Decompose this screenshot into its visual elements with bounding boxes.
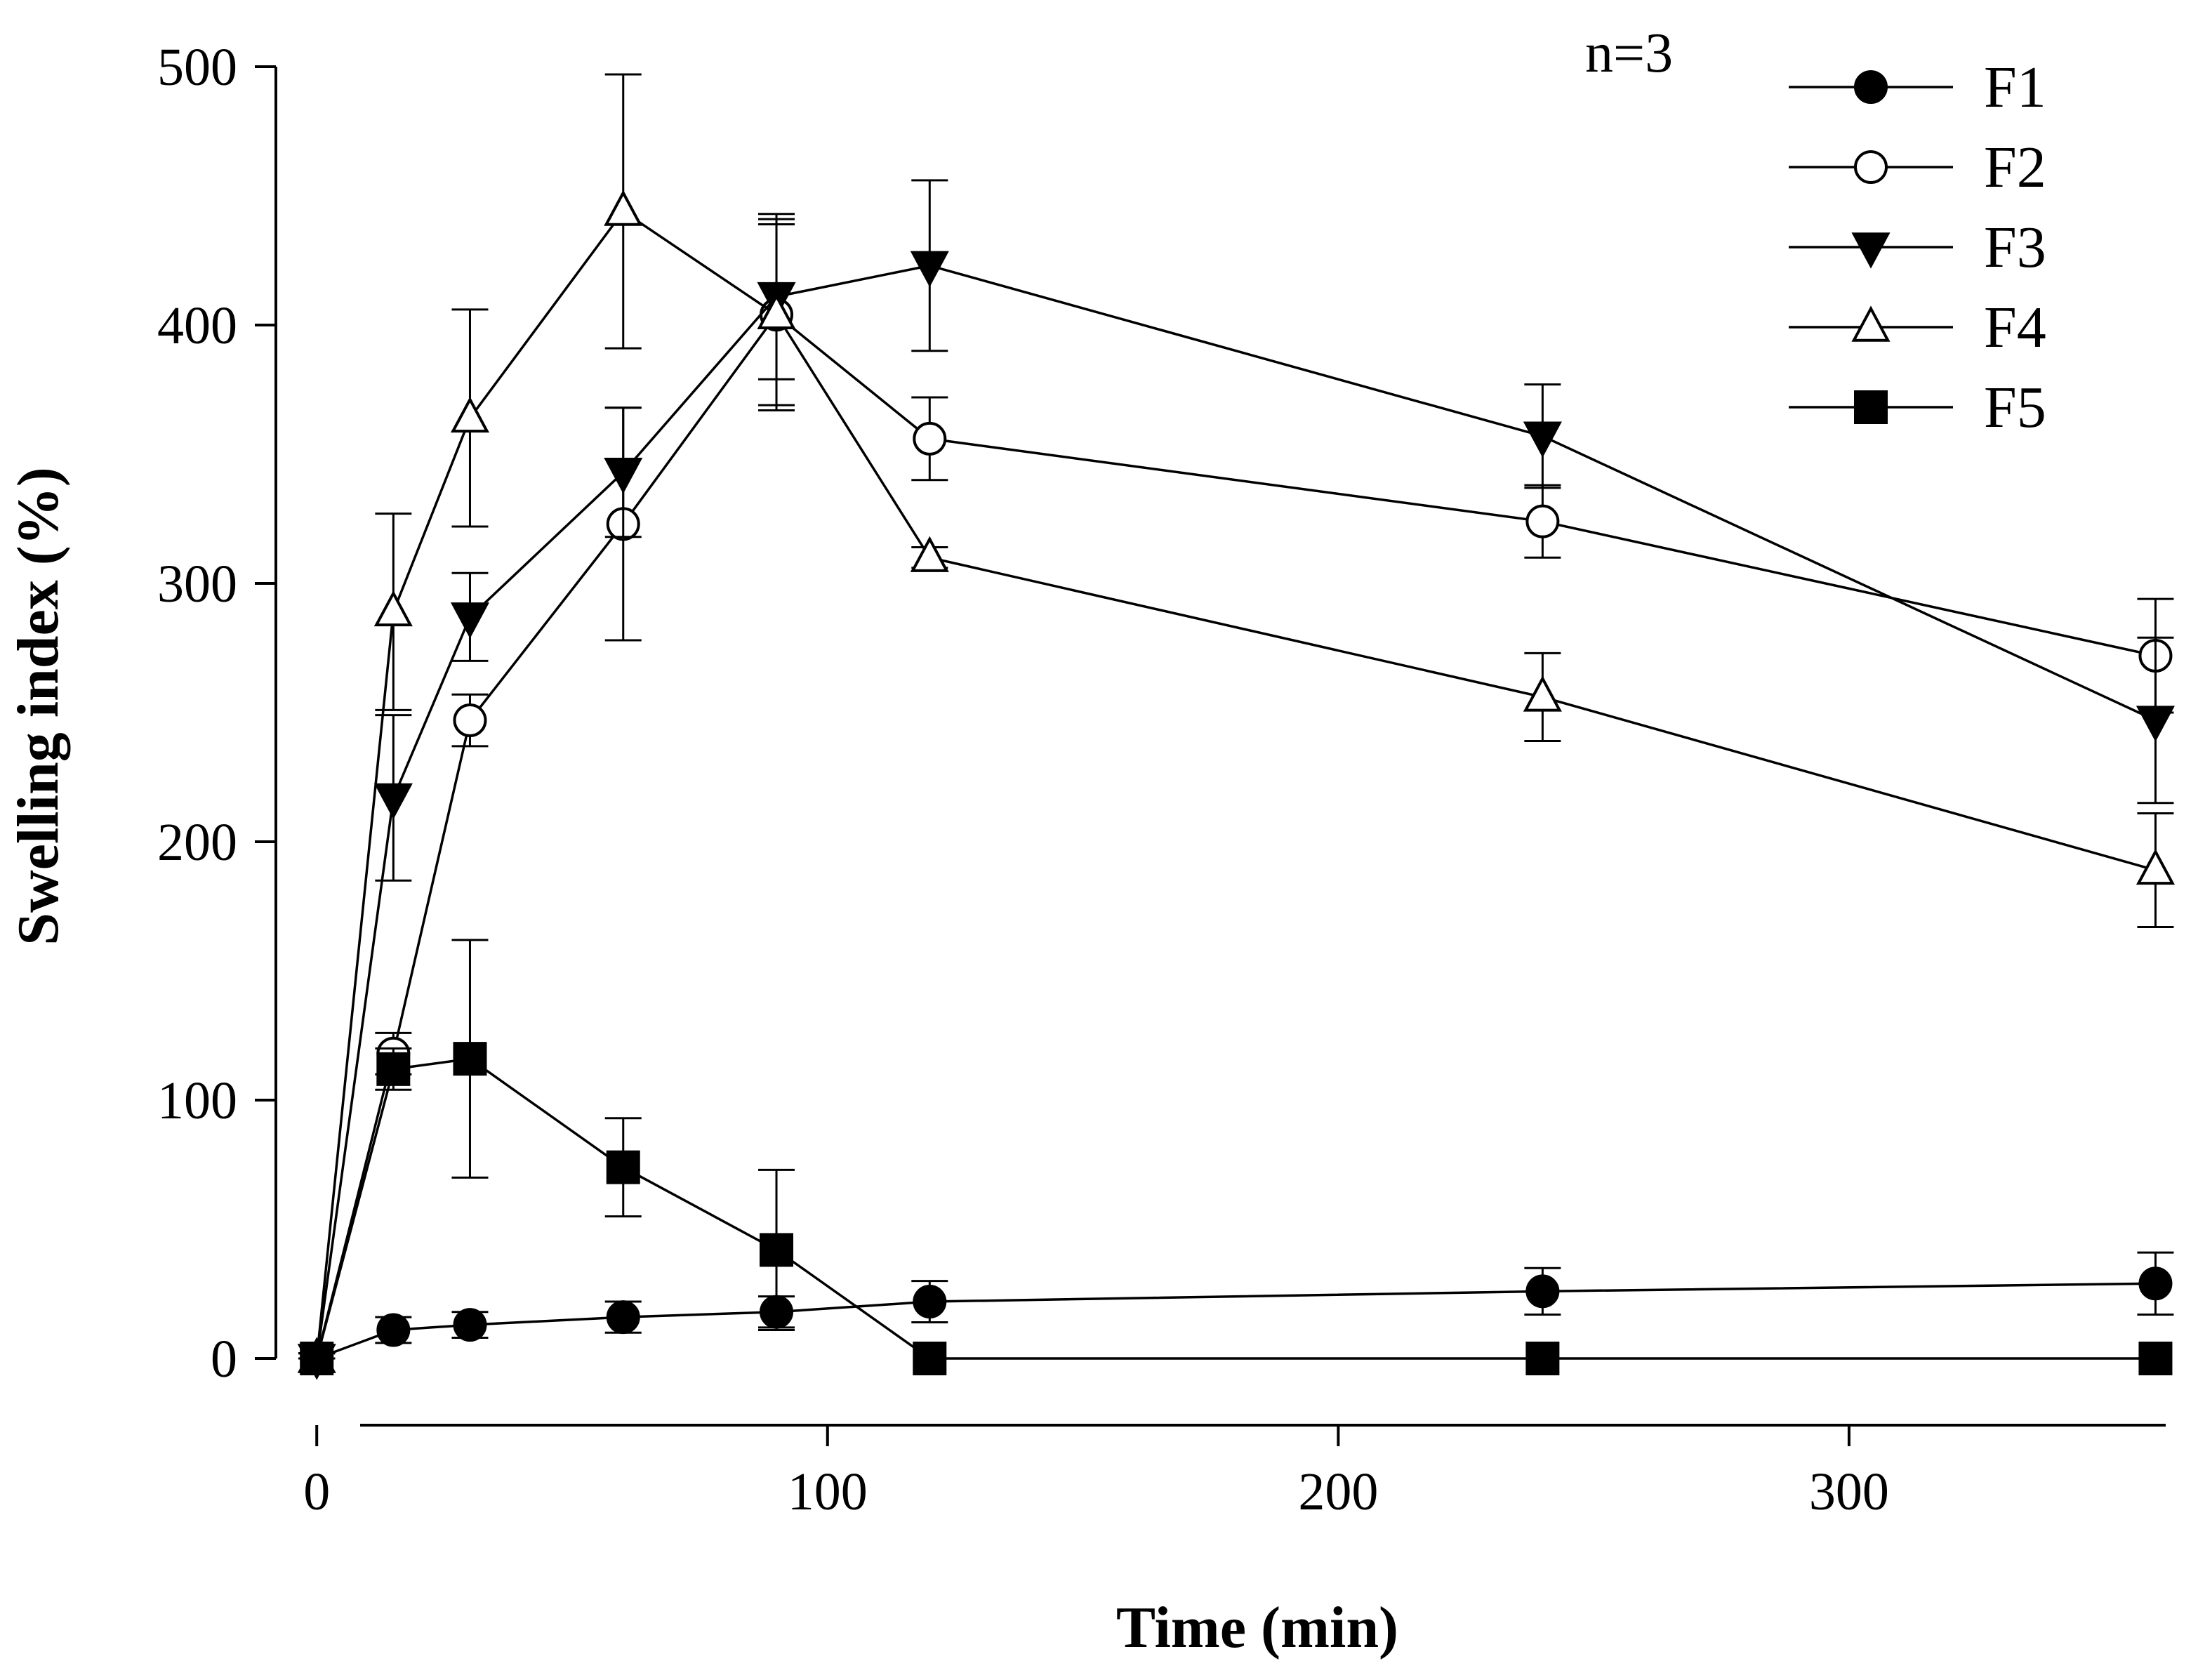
x-tick-label: 0 xyxy=(303,1462,330,1521)
data-point-f4 xyxy=(1523,675,1562,712)
legend-item-f1: F1 xyxy=(1789,55,2046,120)
data-point-f2 xyxy=(453,703,487,738)
data-point-f3 xyxy=(450,602,490,639)
data-point-f5 xyxy=(376,1052,411,1086)
data-point-f5 xyxy=(300,1342,334,1375)
data-point-f2 xyxy=(1525,504,1560,538)
y-tick-label: 200 xyxy=(157,813,237,872)
data-point-f1 xyxy=(913,1285,947,1319)
legend-marker xyxy=(1854,70,1888,104)
data-point-f3 xyxy=(2136,706,2175,742)
legend-item-f4: F4 xyxy=(1789,295,2046,360)
data-point-f5 xyxy=(2138,1342,2173,1375)
y-tick-label: 100 xyxy=(157,1071,237,1130)
data-point-f1 xyxy=(606,1300,640,1335)
data-point-f4 xyxy=(450,396,490,433)
data-point-f5 xyxy=(1525,1342,1560,1375)
data-point-f3 xyxy=(910,251,949,287)
data-point-f2 xyxy=(913,421,947,456)
series-f3 xyxy=(297,179,2175,1380)
y-tick-label: 500 xyxy=(157,38,237,97)
series-layer xyxy=(297,73,2175,1380)
series-line-f2 xyxy=(315,312,2156,1359)
data-point-f5 xyxy=(760,1233,794,1267)
series-f5 xyxy=(298,939,2173,1375)
series-f4 xyxy=(297,73,2175,1373)
legend-marker xyxy=(1851,232,1891,269)
axes: 0 100 200 300 400 500 0 100 200 300 xyxy=(157,38,2166,1521)
data-point-f3 xyxy=(604,458,643,494)
data-point-f5 xyxy=(913,1342,947,1375)
series-line-f4 xyxy=(315,209,2156,1359)
data-point-f1 xyxy=(2138,1266,2173,1301)
legend-label: F4 xyxy=(1984,295,2046,360)
legend-item-f2: F2 xyxy=(1789,135,2046,200)
sample-size-annotation: n=3 xyxy=(1585,22,1673,84)
data-point-f1 xyxy=(376,1313,411,1347)
data-point-f4 xyxy=(604,190,643,226)
y-axis-title: Swelling index (%) xyxy=(6,467,71,945)
legend-item-f3: F3 xyxy=(1789,215,2046,280)
data-point-f1 xyxy=(453,1308,487,1342)
data-point-f5 xyxy=(453,1042,487,1076)
x-axis-title: Time (min) xyxy=(1116,1595,1398,1660)
series-line-f5 xyxy=(315,1057,2156,1360)
legend-label: F1 xyxy=(1984,55,2046,120)
y-tick-label: 400 xyxy=(157,296,237,355)
x-tick-label: 200 xyxy=(1298,1462,1378,1521)
legend-item-f5: F5 xyxy=(1789,375,2046,440)
data-point-f3 xyxy=(373,783,413,820)
legend-label: F3 xyxy=(1984,215,2046,280)
series-f2 xyxy=(298,223,2174,1375)
legend: F1 F2 F3 F4 F5 xyxy=(1789,55,2046,440)
data-point-f5 xyxy=(606,1150,640,1184)
legend-marker xyxy=(1851,305,1891,342)
x-tick-label: 100 xyxy=(788,1462,868,1521)
data-point-f4 xyxy=(910,536,949,572)
series-line-f1 xyxy=(316,1282,2156,1360)
series-line-f3 xyxy=(315,264,2157,1359)
data-point-f3 xyxy=(1523,421,1562,458)
legend-label: F5 xyxy=(1984,375,2046,440)
y-tick-label: 300 xyxy=(157,555,237,614)
data-point-f1 xyxy=(1525,1274,1560,1309)
legend-marker xyxy=(1854,390,1888,424)
legend-label: F2 xyxy=(1984,135,2046,200)
series-f1 xyxy=(298,1251,2174,1375)
data-point-f4 xyxy=(2136,848,2175,885)
legend-marker xyxy=(1854,150,1888,184)
data-point-f4 xyxy=(757,293,796,329)
data-point-f4 xyxy=(373,590,413,627)
x-tick-label: 300 xyxy=(1809,1462,1889,1521)
y-tick-label: 0 xyxy=(211,1330,237,1389)
